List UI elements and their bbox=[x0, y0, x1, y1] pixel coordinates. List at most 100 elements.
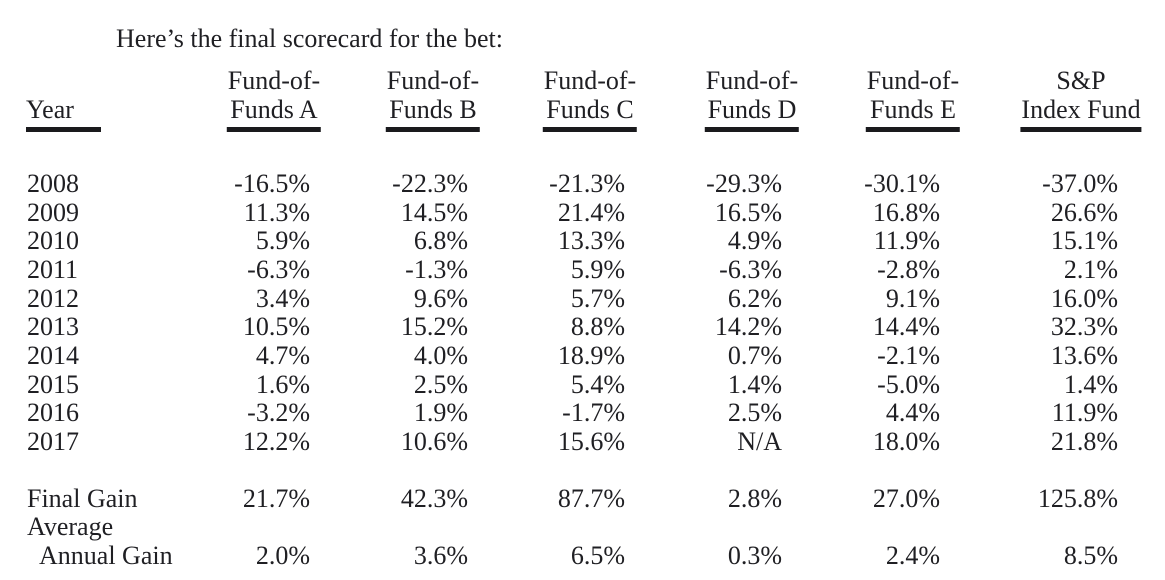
cell-value: 11.3% bbox=[243, 198, 310, 227]
cell-value: 2.4% bbox=[885, 541, 940, 570]
cell-value: 21.7% bbox=[242, 484, 310, 513]
cell-value: -30.1% bbox=[864, 169, 940, 198]
column-header-line1: Fund-of- bbox=[705, 66, 799, 95]
row-label: 2009 bbox=[27, 198, 79, 227]
cell-value: -6.3% bbox=[247, 255, 310, 284]
row-label: Annual Gain bbox=[39, 541, 173, 570]
cell-value: 27.0% bbox=[872, 484, 940, 513]
cell-value: -1.7% bbox=[562, 398, 625, 427]
table-row-final-gain: Final Gain 21.7% 42.3% 87.7% 2.8% 27.0% 125.8% bbox=[0, 484, 1165, 513]
column-header-funds-a: Fund-of- Funds A bbox=[226, 66, 322, 132]
cell-value: 2.5% bbox=[413, 370, 468, 399]
row-label: Final Gain bbox=[27, 484, 138, 513]
column-header-year-label: Year bbox=[26, 95, 74, 124]
row-label: 2013 bbox=[27, 312, 79, 341]
cell-value: 125.8% bbox=[1037, 484, 1118, 513]
table-row-2013: 2013 10.5% 15.2% 8.8% 14.2% 14.4% 32.3% bbox=[0, 312, 1165, 341]
row-label: 2010 bbox=[27, 226, 79, 255]
cell-value: 13.6% bbox=[1050, 341, 1118, 370]
cell-value: 3.4% bbox=[255, 284, 310, 313]
column-header-line2: Funds A bbox=[230, 95, 318, 124]
column-header-funds-b: Fund-of- Funds B bbox=[385, 66, 481, 132]
cell-value: 16.8% bbox=[872, 198, 940, 227]
cell-value: 32.3% bbox=[1050, 312, 1118, 341]
cell-value: 4.7% bbox=[255, 341, 310, 370]
cell-value: 9.1% bbox=[885, 284, 940, 313]
column-header-line2: Funds D bbox=[707, 95, 797, 124]
cell-value: 13.3% bbox=[557, 226, 625, 255]
cell-value: 12.2% bbox=[242, 427, 310, 456]
intro-line: Here’s the final scorecard for the bet: bbox=[116, 24, 503, 53]
table-row-2014: 2014 4.7% 4.0% 18.9% 0.7% -2.1% 13.6% bbox=[0, 341, 1165, 370]
cell-value: -6.3% bbox=[719, 255, 782, 284]
cell-value: 11.9% bbox=[1051, 398, 1118, 427]
column-header-line1: Fund-of- bbox=[386, 66, 480, 95]
column-header-line1: S&P bbox=[1056, 66, 1106, 95]
cell-value: 1.9% bbox=[413, 398, 468, 427]
column-header-index-fund: S&P Index Fund bbox=[1020, 66, 1142, 132]
column-header-line2: Funds B bbox=[389, 95, 477, 124]
cell-value: 1.4% bbox=[727, 370, 782, 399]
column-header-year: Year bbox=[26, 66, 101, 132]
cell-value: -37.0% bbox=[1042, 169, 1118, 198]
cell-value: 10.6% bbox=[400, 427, 468, 456]
cell-value: 14.4% bbox=[872, 312, 940, 341]
cell-value: -2.8% bbox=[877, 255, 940, 284]
cell-value: 9.6% bbox=[413, 284, 468, 313]
cell-value: 2.1% bbox=[1063, 255, 1118, 284]
table-row-2015: 2015 1.6% 2.5% 5.4% 1.4% -5.0% 1.4% bbox=[0, 370, 1165, 399]
cell-value: 0.7% bbox=[727, 341, 782, 370]
table-row-2010: 2010 5.9% 6.8% 13.3% 4.9% 11.9% 15.1% bbox=[0, 226, 1165, 255]
cell-value: 6.5% bbox=[570, 541, 625, 570]
cell-value: 42.3% bbox=[400, 484, 468, 513]
cell-value: 5.9% bbox=[255, 226, 310, 255]
column-header-funds-c: Fund-of- Funds C bbox=[542, 66, 638, 132]
table-row-2017: 2017 12.2% 10.6% 15.6% N/A 18.0% 21.8% bbox=[0, 427, 1165, 456]
table-row-2016: 2016 -3.2% 1.9% -1.7% 2.5% 4.4% 11.9% bbox=[0, 398, 1165, 427]
cell-value: 0.3% bbox=[727, 541, 782, 570]
column-header-line2: Funds C bbox=[546, 95, 634, 124]
row-label: 2014 bbox=[27, 341, 79, 370]
column-header-funds-e: Fund-of- Funds E bbox=[865, 66, 961, 132]
cell-value: 1.4% bbox=[1063, 370, 1118, 399]
cell-value: 5.4% bbox=[570, 370, 625, 399]
column-header-line1: Fund-of- bbox=[543, 66, 637, 95]
table-row-2008: 2008 -16.5% -22.3% -21.3% -29.3% -30.1% -37.0% bbox=[0, 169, 1165, 198]
cell-value: 4.9% bbox=[727, 226, 782, 255]
cell-value: 18.9% bbox=[557, 341, 625, 370]
table-row-2012: 2012 3.4% 9.6% 5.7% 6.2% 9.1% 16.0% bbox=[0, 284, 1165, 313]
cell-value: 11.9% bbox=[873, 226, 940, 255]
cell-value: 8.8% bbox=[570, 312, 625, 341]
header-spacer bbox=[26, 66, 101, 95]
cell-value: 18.0% bbox=[872, 427, 940, 456]
cell-value: 14.2% bbox=[714, 312, 782, 341]
row-label: 2017 bbox=[27, 427, 79, 456]
cell-value: 3.6% bbox=[413, 541, 468, 570]
row-label: 2011 bbox=[27, 255, 79, 284]
cell-value: 21.4% bbox=[557, 198, 625, 227]
cell-value: -1.3% bbox=[405, 255, 468, 284]
cell-value: 14.5% bbox=[400, 198, 468, 227]
cell-value: 2.5% bbox=[727, 398, 782, 427]
cell-value: 16.0% bbox=[1050, 284, 1118, 313]
cell-value: 8.5% bbox=[1063, 541, 1118, 570]
row-label: Average bbox=[27, 512, 114, 541]
cell-value: -22.3% bbox=[392, 169, 468, 198]
cell-value: 6.8% bbox=[413, 226, 468, 255]
row-label: 2015 bbox=[27, 370, 79, 399]
cell-value: -5.0% bbox=[877, 370, 940, 399]
cell-value: 2.0% bbox=[255, 541, 310, 570]
cell-value: 5.9% bbox=[570, 255, 625, 284]
row-label: 2012 bbox=[27, 284, 79, 313]
table-row-average: Average bbox=[0, 512, 1165, 541]
table-row-2011: 2011 -6.3% -1.3% 5.9% -6.3% -2.8% 2.1% bbox=[0, 255, 1165, 284]
cell-value: 4.0% bbox=[413, 341, 468, 370]
cell-value: 21.8% bbox=[1050, 427, 1118, 456]
cell-value: -16.5% bbox=[234, 169, 310, 198]
row-label: 2008 bbox=[27, 169, 79, 198]
cell-value: 2.8% bbox=[727, 484, 782, 513]
row-label: 2016 bbox=[27, 398, 79, 427]
cell-value: -2.1% bbox=[877, 341, 940, 370]
cell-value: -21.3% bbox=[549, 169, 625, 198]
